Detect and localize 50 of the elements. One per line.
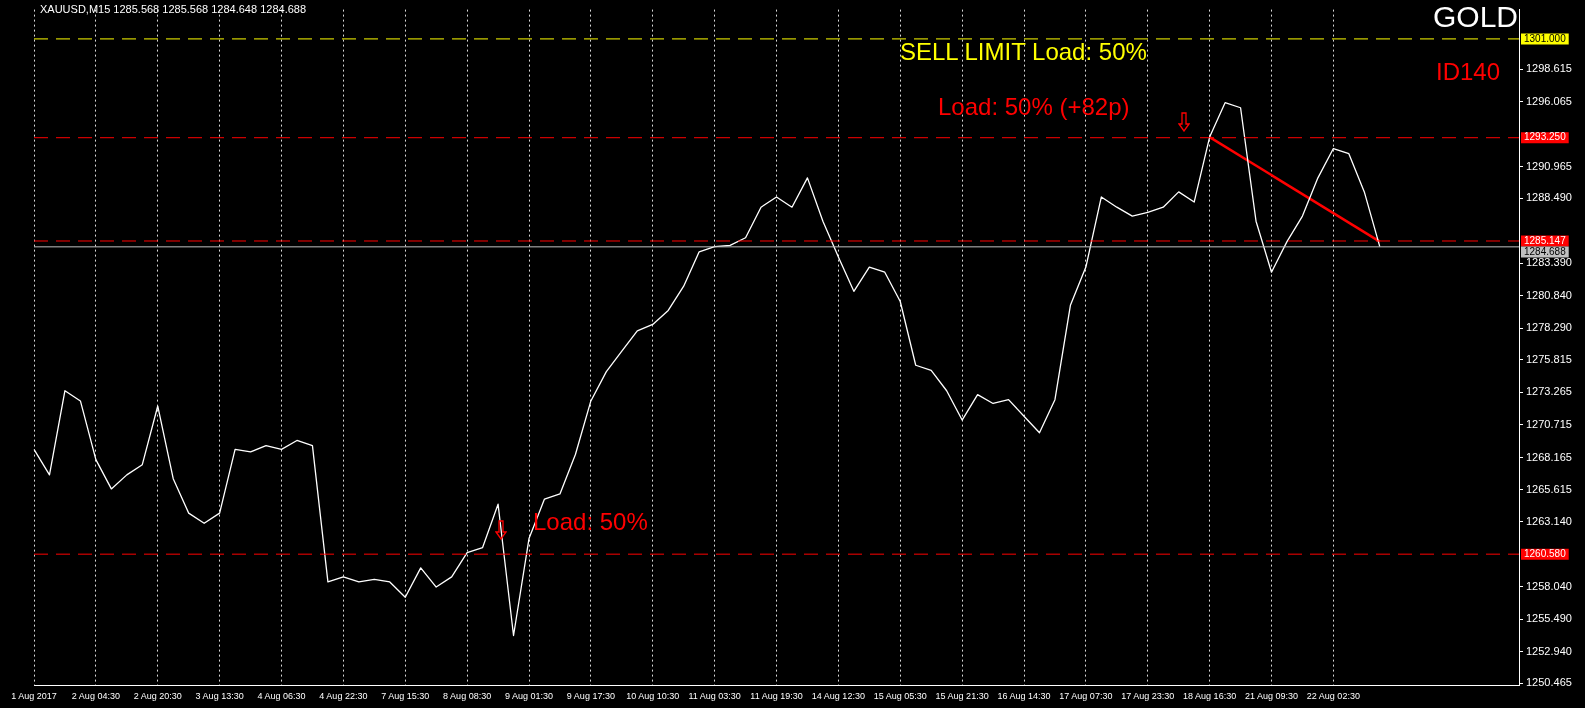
annotation: Load: 50%: [533, 508, 648, 535]
x-tick-label: 3 Aug 13:30: [195, 691, 244, 702]
x-tick-label: 22 Aug 02:30: [1306, 691, 1360, 702]
y-tick-label: 1278.290: [1526, 321, 1572, 334]
x-tick-label: 4 Aug 06:30: [257, 691, 306, 702]
ref-line-label: 1284.688: [1524, 245, 1567, 257]
ref-line-label: 1260.580: [1524, 547, 1567, 559]
x-tick-label: 15 Aug 05:30: [873, 691, 927, 702]
y-tick-label: 1270.715: [1526, 418, 1572, 430]
x-tick-label: 9 Aug 01:30: [504, 691, 554, 702]
x-tick-label: 10 Aug 10:30: [626, 691, 680, 702]
y-tick-label: 1275.815: [1526, 352, 1572, 365]
x-tick-label: 11 Aug 03:30: [688, 691, 741, 702]
annotation: GOLD: [1433, 0, 1519, 33]
x-tick-label: 17 Aug 07:30: [1059, 691, 1113, 702]
x-tick-label: 4 Aug 22:30: [319, 691, 368, 702]
x-tick-label: 17 Aug 23:30: [1121, 691, 1175, 702]
annotation: Load: 50% (+82p): [938, 93, 1130, 120]
annotation: XAUUSD,M15 1285.568 1285.568 1284.648 1284.688: [40, 3, 307, 15]
y-tick-label: 1288.490: [1526, 191, 1572, 204]
y-tick-label: 1280.840: [1526, 288, 1572, 301]
x-tick-label: 16 Aug 14:30: [997, 691, 1051, 702]
x-tick-label: 8 Aug 08:30: [443, 691, 492, 702]
x-tick-label: 1 Aug 2017: [11, 691, 57, 702]
y-tick-label: 1273.265: [1526, 385, 1572, 398]
x-tick-label: 7 Aug 15:30: [381, 691, 430, 702]
y-tick-label: 1263.140: [1526, 514, 1572, 527]
ref-line-label: 1301.000: [1524, 32, 1567, 44]
y-tick-label: 1296.065: [1526, 94, 1572, 107]
y-tick-label: 1265.615: [1526, 483, 1572, 496]
y-tick-label: 1283.390: [1526, 256, 1572, 269]
annotation: ID140: [1436, 58, 1501, 85]
x-tick-label: 11 Aug 19:30: [750, 691, 803, 702]
y-tick-label: 1250.465: [1526, 676, 1572, 689]
x-tick-label: 9 Aug 17:30: [566, 691, 615, 702]
y-tick-label: 1290.965: [1526, 159, 1572, 172]
y-tick-label: 1258.040: [1526, 579, 1572, 592]
x-tick-label: 18 Aug 16:30: [1183, 691, 1237, 702]
y-tick-label: 1268.165: [1526, 450, 1572, 463]
x-tick-label: 2 Aug 04:30: [71, 691, 120, 702]
x-tick-label: 14 Aug 12:30: [811, 691, 865, 702]
ref-line-label: 1285.147: [1524, 234, 1567, 246]
y-tick-label: 1255.490: [1526, 612, 1572, 625]
y-tick-label: 1298.615: [1526, 62, 1572, 75]
x-tick-label: 2 Aug 20:30: [133, 691, 182, 702]
annotation: SELL LIMIT Load: 50%: [900, 38, 1147, 65]
x-tick-label: 15 Aug 21:30: [935, 691, 989, 702]
y-tick-label: 1252.940: [1526, 644, 1572, 657]
ref-line-label: 1293.250: [1524, 131, 1567, 143]
x-tick-label: 21 Aug 09:30: [1244, 691, 1299, 702]
